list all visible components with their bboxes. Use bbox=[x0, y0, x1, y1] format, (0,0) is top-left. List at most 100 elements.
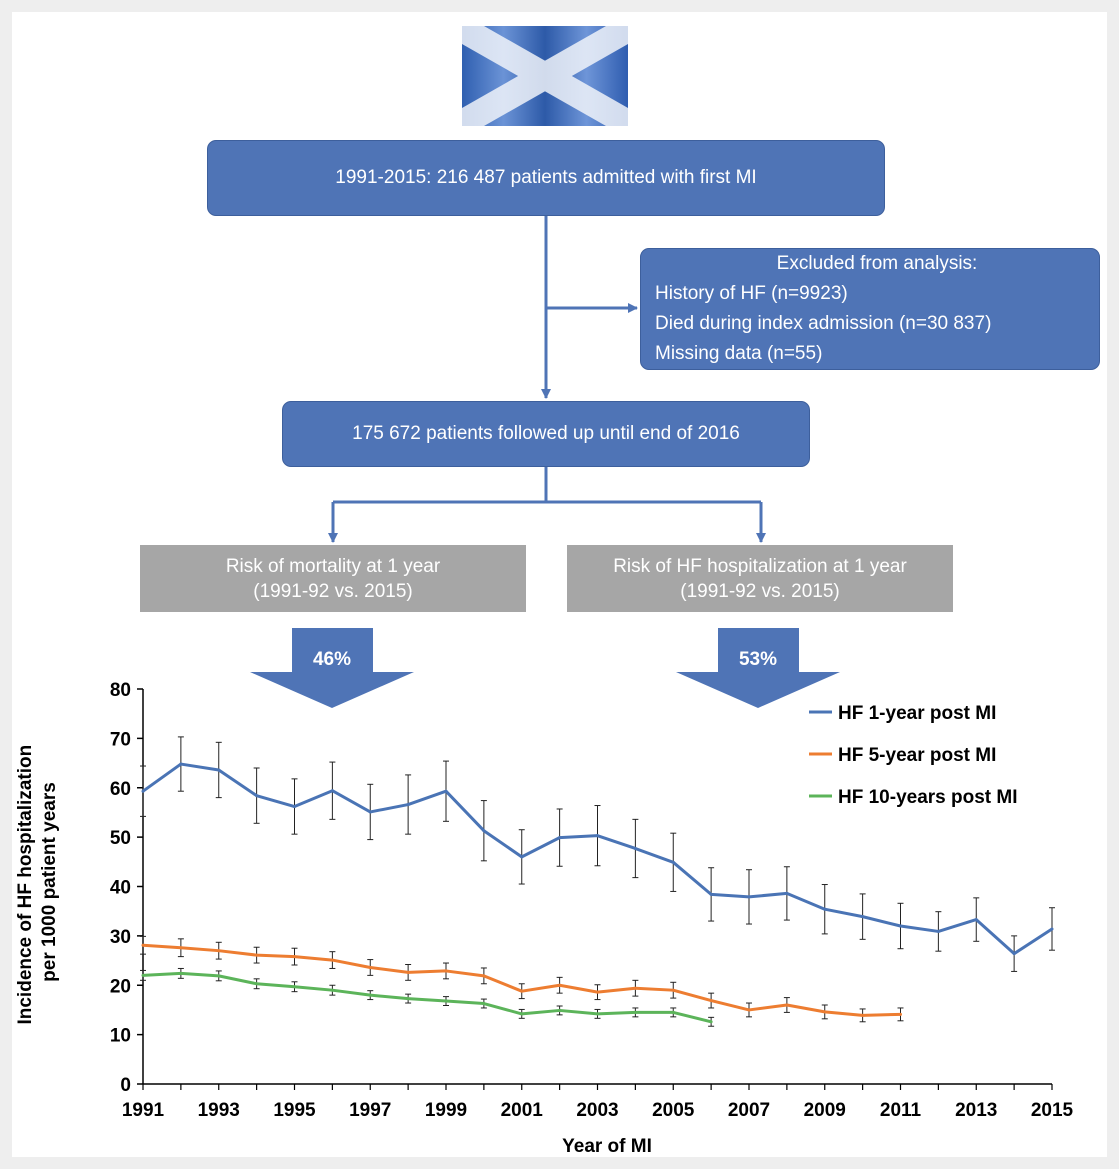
data-point bbox=[899, 1012, 902, 1016]
y-tick-label-40: 40 bbox=[110, 878, 131, 899]
x-tick-label-2005: 2005 bbox=[652, 1100, 695, 1121]
data-point bbox=[709, 892, 713, 896]
data-point bbox=[596, 1012, 599, 1016]
y-tick-label-0: 0 bbox=[120, 1075, 131, 1096]
data-point bbox=[217, 768, 221, 772]
mortality-risk-box: Risk of mortality at 1 year (1991-92 vs.… bbox=[140, 545, 526, 612]
data-point bbox=[217, 974, 221, 978]
data-point bbox=[633, 986, 637, 990]
data-point bbox=[861, 915, 865, 919]
x-tick-label-1997: 1997 bbox=[349, 1100, 391, 1121]
y-tick-label-30: 30 bbox=[110, 927, 131, 948]
data-point bbox=[785, 891, 789, 895]
data-point bbox=[293, 955, 296, 959]
data-point bbox=[255, 982, 259, 986]
x-tick-label-2015: 2015 bbox=[1031, 1100, 1074, 1121]
chart-legend: HF 1-year post MI HF 5-year post MI HF 10-… bbox=[809, 703, 1018, 808]
data-point bbox=[179, 971, 183, 975]
legend-label-1: HF 5-year post MI bbox=[838, 745, 996, 766]
hf-arrow-label: 53% bbox=[739, 649, 777, 670]
data-point bbox=[217, 949, 221, 953]
flow-connectors: 46% 53% bbox=[250, 216, 840, 708]
legend-label-0: HF 1-year post MI bbox=[838, 703, 996, 724]
data-point bbox=[974, 918, 978, 922]
data-point bbox=[899, 924, 902, 928]
data-point bbox=[141, 943, 145, 947]
data-point bbox=[406, 997, 410, 1001]
data-point bbox=[520, 989, 524, 993]
data-point bbox=[330, 789, 334, 793]
y-tick-label-20: 20 bbox=[110, 976, 131, 997]
y-axis-title: Incidence of HF hospitalization per 1000… bbox=[15, 739, 60, 1024]
data-point bbox=[785, 1003, 789, 1007]
x-tick-label-2007: 2007 bbox=[728, 1100, 770, 1121]
x-tick-label-1999: 1999 bbox=[425, 1100, 467, 1121]
y-axis-title-line1: Incidence of HF hospitalization bbox=[15, 745, 36, 1025]
data-point bbox=[179, 762, 183, 766]
data-point bbox=[406, 970, 410, 974]
excluded-item-history-hf: History of HF (n=9923) bbox=[655, 283, 848, 304]
data-point bbox=[406, 803, 410, 807]
y-tick-label-70: 70 bbox=[110, 729, 131, 750]
excluded-item-missing: Missing data (n=55) bbox=[655, 343, 823, 364]
data-point bbox=[671, 1010, 675, 1014]
data-point bbox=[823, 907, 827, 911]
data-point bbox=[861, 1013, 865, 1017]
data-point bbox=[444, 969, 448, 973]
x-tick-label-1995: 1995 bbox=[273, 1100, 316, 1121]
data-point bbox=[482, 829, 486, 833]
data-point bbox=[482, 974, 486, 978]
data-point bbox=[633, 846, 637, 850]
y-axis-title-line2: per 1000 patient years bbox=[39, 782, 60, 982]
series-line-2 bbox=[142, 971, 712, 1024]
hf-incidence-chart: 0 10 20 30 40 50 60 70 80 1991 1993 1995 1997 1999 200… bbox=[15, 680, 1074, 1157]
data-point bbox=[558, 1008, 562, 1012]
mortality-risk-line1: Risk of mortality at 1 year bbox=[225, 555, 441, 577]
mortality-arrow-label: 46% bbox=[313, 649, 351, 670]
data-point bbox=[368, 810, 372, 814]
data-point bbox=[671, 988, 675, 992]
data-point bbox=[596, 990, 599, 994]
excluded-item-died: Died during index admission (n=30 837) bbox=[655, 313, 992, 334]
data-point bbox=[368, 965, 372, 969]
chart-series bbox=[140, 736, 1055, 1027]
data-point bbox=[671, 860, 675, 864]
followed-up-box: 175 672 patients followed up until end o… bbox=[282, 401, 810, 467]
data-point bbox=[444, 789, 448, 793]
x-tick-label-1993: 1993 bbox=[198, 1100, 240, 1121]
data-point bbox=[293, 805, 296, 809]
x-tick-label-2009: 2009 bbox=[804, 1100, 846, 1121]
hf-risk-box: Risk of HF hospitalization at 1 year (19… bbox=[567, 545, 953, 612]
y-tick-label-50: 50 bbox=[110, 828, 131, 849]
y-tick-label-60: 60 bbox=[110, 779, 131, 800]
data-point bbox=[255, 953, 259, 957]
figure-panel: 1991-2015: 216 487 patients admitted wit… bbox=[12, 12, 1107, 1157]
top-cohort-box: 1991-2015: 216 487 patients admitted wit… bbox=[207, 140, 885, 216]
y-tick-label-80: 80 bbox=[110, 680, 131, 701]
mortality-risk-line2: (1991-92 vs. 2015) bbox=[253, 580, 413, 602]
data-point bbox=[482, 1002, 486, 1006]
x-tick-label-2013: 2013 bbox=[955, 1100, 997, 1121]
data-point bbox=[141, 973, 145, 977]
data-point bbox=[558, 983, 562, 987]
hf-risk-line2: (1991-92 vs. 2015) bbox=[680, 580, 840, 602]
scotland-flag-icon bbox=[462, 26, 628, 126]
x-tick-label-2003: 2003 bbox=[576, 1100, 618, 1121]
data-point bbox=[368, 993, 372, 997]
data-point bbox=[520, 855, 524, 859]
data-point bbox=[179, 946, 183, 950]
data-point bbox=[823, 1010, 827, 1014]
data-point bbox=[444, 999, 448, 1003]
data-point bbox=[330, 958, 334, 962]
y-tick-label-10: 10 bbox=[110, 1026, 131, 1047]
data-point bbox=[558, 836, 562, 840]
series-1 bbox=[140, 935, 904, 1023]
data-point bbox=[633, 1010, 637, 1014]
excluded-box: Excluded from analysis: History of HF (n… bbox=[640, 248, 1100, 370]
legend-label-2: HF 10-years post MI bbox=[838, 787, 1018, 808]
data-point bbox=[1050, 927, 1054, 931]
hf-risk-line1: Risk of HF hospitalization at 1 year bbox=[613, 555, 907, 577]
data-point bbox=[1012, 952, 1016, 956]
data-point bbox=[255, 794, 259, 798]
x-axis-title: Year of MI bbox=[562, 1136, 652, 1157]
